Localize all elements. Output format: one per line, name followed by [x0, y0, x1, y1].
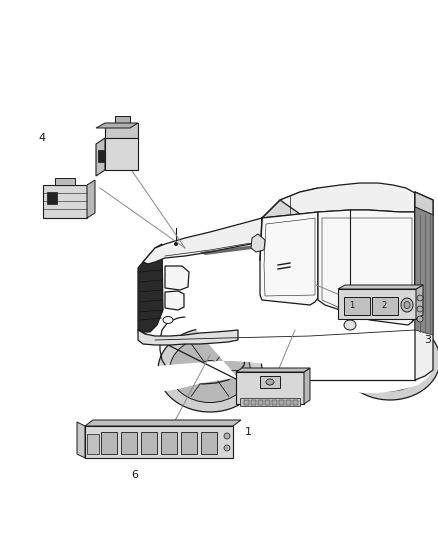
Polygon shape: [236, 368, 310, 372]
Polygon shape: [96, 123, 138, 128]
Polygon shape: [47, 192, 57, 204]
Polygon shape: [85, 426, 233, 458]
Ellipse shape: [351, 329, 429, 391]
Ellipse shape: [340, 320, 438, 400]
Ellipse shape: [266, 379, 274, 385]
Ellipse shape: [404, 302, 410, 309]
Polygon shape: [165, 291, 184, 310]
Polygon shape: [240, 398, 300, 406]
Bar: [251, 400, 256, 405]
Polygon shape: [416, 285, 423, 319]
Circle shape: [224, 433, 230, 439]
Text: 2: 2: [381, 301, 387, 310]
Bar: [279, 400, 284, 405]
Polygon shape: [260, 212, 318, 305]
Text: 3: 3: [424, 335, 431, 345]
Bar: [258, 400, 263, 405]
Ellipse shape: [401, 298, 413, 312]
Polygon shape: [96, 138, 105, 176]
Polygon shape: [98, 150, 104, 162]
Polygon shape: [138, 183, 433, 393]
Polygon shape: [141, 432, 157, 454]
Polygon shape: [143, 218, 262, 264]
Polygon shape: [344, 297, 370, 315]
Text: 6: 6: [131, 470, 138, 480]
Polygon shape: [105, 123, 138, 138]
Polygon shape: [260, 376, 280, 388]
Polygon shape: [85, 420, 241, 426]
Polygon shape: [165, 266, 189, 290]
Polygon shape: [251, 234, 265, 252]
Polygon shape: [338, 285, 423, 289]
Circle shape: [224, 445, 230, 451]
Polygon shape: [87, 434, 99, 454]
Polygon shape: [43, 185, 87, 218]
Polygon shape: [138, 330, 238, 345]
Ellipse shape: [379, 351, 401, 369]
Polygon shape: [138, 244, 163, 332]
Circle shape: [417, 316, 423, 322]
Bar: [272, 400, 277, 405]
Polygon shape: [105, 138, 138, 170]
Polygon shape: [161, 432, 177, 454]
Polygon shape: [262, 188, 318, 218]
Polygon shape: [101, 432, 117, 454]
Ellipse shape: [158, 328, 262, 412]
Polygon shape: [121, 432, 137, 454]
Polygon shape: [415, 192, 433, 215]
Bar: [244, 400, 249, 405]
Polygon shape: [415, 207, 433, 335]
Polygon shape: [55, 178, 75, 185]
Polygon shape: [200, 245, 260, 255]
Polygon shape: [318, 210, 415, 325]
Circle shape: [417, 306, 423, 312]
Ellipse shape: [170, 337, 250, 402]
Polygon shape: [181, 432, 197, 454]
Ellipse shape: [163, 317, 173, 324]
Polygon shape: [115, 116, 130, 123]
Polygon shape: [236, 372, 304, 404]
Polygon shape: [201, 432, 217, 454]
Circle shape: [174, 242, 178, 246]
Polygon shape: [87, 180, 95, 218]
Text: 1: 1: [244, 427, 251, 437]
Text: 4: 4: [39, 133, 46, 143]
Ellipse shape: [198, 360, 222, 379]
Bar: [286, 400, 291, 405]
Polygon shape: [415, 192, 433, 380]
Polygon shape: [338, 289, 416, 319]
Polygon shape: [280, 183, 418, 214]
Text: 1: 1: [350, 301, 355, 310]
Polygon shape: [372, 297, 398, 315]
Ellipse shape: [344, 320, 356, 330]
Circle shape: [417, 295, 423, 301]
Bar: [293, 400, 298, 405]
Polygon shape: [77, 422, 85, 458]
Polygon shape: [304, 368, 310, 404]
Bar: [265, 400, 270, 405]
